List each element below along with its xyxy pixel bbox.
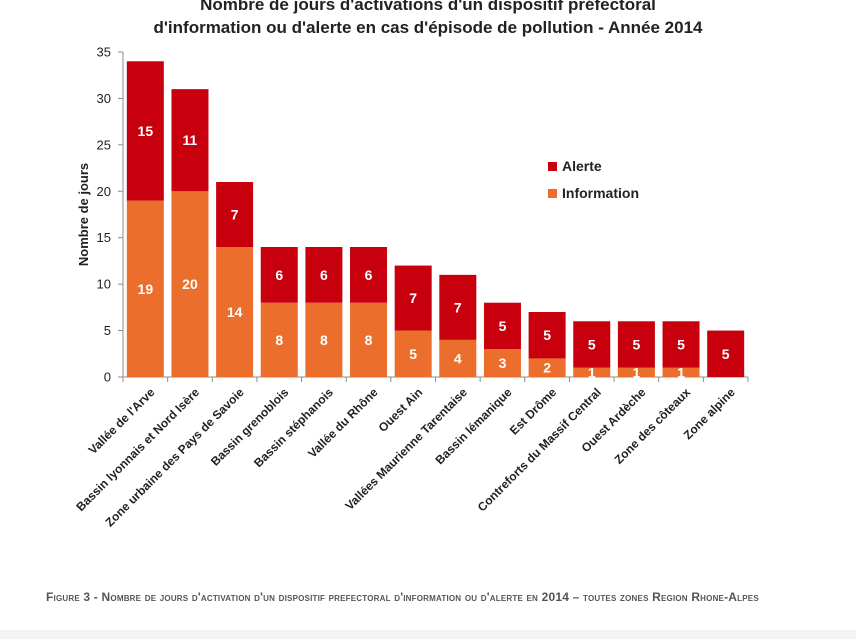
x-tick-label: Zone des côteaux: [612, 385, 694, 467]
legend-label: Alerte: [562, 158, 602, 174]
bar-segment-information: [126, 200, 164, 377]
data-label: 6: [275, 267, 283, 283]
bar-segment-information: [305, 302, 343, 377]
bar-segment-alerte: [126, 61, 164, 201]
data-label: 14: [227, 304, 243, 320]
bar-segment-alerte: [171, 89, 209, 192]
data-label: 5: [543, 327, 551, 343]
chart-title: Nombre de jours d'activations d'un dispo…: [154, 0, 704, 37]
bar-segment-alerte: [350, 247, 388, 303]
data-label: 7: [231, 207, 239, 223]
bar-segment-information: [573, 367, 611, 377]
bar-segment-information: [260, 302, 298, 377]
data-label: 5: [722, 346, 730, 362]
data-label: 1: [588, 364, 596, 380]
figure-caption: Figure 3 - Nombre de jours d'activation …: [46, 590, 759, 604]
bar-segment-alerte: [305, 247, 343, 303]
legend: Alerte Information: [548, 158, 639, 201]
bar-segment-alerte: [662, 321, 700, 368]
y-tick-label: 0: [104, 370, 111, 385]
data-label: 5: [632, 337, 640, 353]
bar-segment-alerte: [216, 182, 254, 247]
chart-title-line: Nombre de jours d'activations d'un dispo…: [200, 0, 656, 14]
x-tick-label: Bassin stéphanois: [251, 385, 336, 470]
bar-segment-alerte: [617, 321, 655, 368]
data-label: 11: [183, 132, 198, 148]
data-label: 5: [677, 337, 685, 353]
bar-segment-information: [483, 349, 521, 377]
legend-label: Information: [562, 185, 639, 201]
legend-swatch: [548, 162, 557, 171]
data-label: 5: [588, 337, 596, 353]
data-label: 19: [138, 281, 154, 297]
y-axis: 0 5 10 15 20 25 30 35 Nombre de jours: [76, 45, 124, 385]
data-label: 6: [320, 267, 328, 283]
y-tick-label: 20: [97, 184, 111, 199]
bar-segment-information: [171, 191, 209, 377]
bar-segment-information: [617, 367, 655, 377]
bar-segment-alerte: [483, 302, 521, 350]
data-label: 5: [409, 346, 417, 362]
data-label: 20: [182, 276, 198, 292]
bar-segment-alerte: [394, 265, 432, 331]
y-tick-label: 5: [104, 323, 111, 338]
data-label: 7: [454, 299, 462, 315]
x-tick-label: Bassin grenoblois: [208, 385, 292, 469]
y-tick-label: 25: [97, 137, 111, 152]
data-label: 1: [632, 364, 640, 380]
data-label: 6: [365, 267, 373, 283]
data-label: 8: [275, 332, 283, 348]
y-tick-label: 30: [97, 91, 111, 106]
data-label: 8: [365, 332, 373, 348]
page-bottom-strip: [0, 630, 856, 639]
bar-segment-information: [350, 302, 388, 377]
y-tick-label: 10: [97, 277, 111, 292]
data-label: 15: [138, 123, 154, 139]
legend-swatch: [548, 189, 557, 198]
chart-title-line: d'information ou d'alerte en cas d'épiso…: [154, 18, 704, 37]
bar-segment-alerte: [439, 274, 477, 340]
bar-segment-alerte: [260, 247, 298, 303]
data-label: 5: [499, 318, 507, 334]
bar-segment-alerte: [528, 312, 566, 359]
bar-segment-alerte: [573, 321, 611, 368]
chart: Nombre de jours d'activations d'un dispo…: [73, 0, 749, 530]
data-label: 4: [454, 350, 462, 366]
bar-segment-information: [216, 247, 254, 377]
bar-segment-information: [394, 330, 432, 377]
bar-segment-information: [528, 358, 566, 377]
y-tick-label: 15: [97, 230, 111, 245]
bar-segment-information: [439, 339, 477, 377]
y-tick-label: 35: [97, 45, 111, 60]
data-label: 1: [677, 364, 685, 380]
data-label: 2: [543, 360, 551, 376]
y-axis-label: Nombre de jours: [76, 163, 91, 266]
data-label: 8: [320, 332, 328, 348]
x-tick-label: Bassin lémanique: [433, 385, 515, 467]
data-label: 3: [499, 355, 507, 371]
bar-segment-information: [662, 367, 700, 377]
data-label: 7: [409, 290, 417, 306]
bar-segment-alerte: [707, 330, 745, 377]
